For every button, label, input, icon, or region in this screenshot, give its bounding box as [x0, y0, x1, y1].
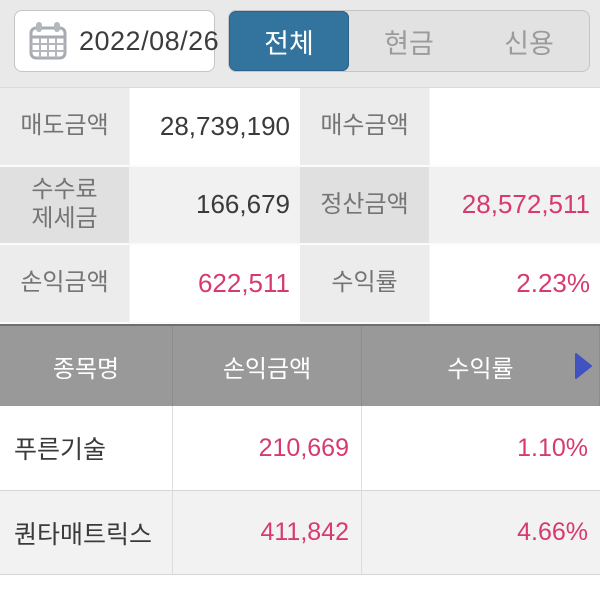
- toolbar: 2022/08/26 전체 현금 신용: [0, 0, 600, 88]
- value-buy-amount: [430, 88, 600, 167]
- label-fees-taxes: 수수료 제세금: [0, 166, 130, 246]
- date-value: 2022/08/26: [79, 25, 220, 56]
- stock-name: 푸른기술: [0, 406, 173, 490]
- chevron-right-icon[interactable]: [572, 351, 594, 381]
- table-row[interactable]: 퀀타매트릭스 411,842 4.66%: [0, 491, 600, 575]
- calendar-icon: [27, 20, 69, 62]
- account-filter-tabs: 전체 현금 신용: [228, 10, 590, 72]
- label-pnl-amount: 손익금액: [0, 245, 130, 324]
- label-sell-amount: 매도금액: [0, 88, 130, 167]
- value-sell-amount: 28,739,190: [130, 88, 300, 167]
- tab-credit[interactable]: 신용: [504, 28, 554, 59]
- tab-all[interactable]: 전체: [229, 11, 349, 71]
- stock-table-header: 종목명 손익금액 수익률: [0, 324, 600, 406]
- column-header-stock-name: 종목명: [0, 326, 173, 406]
- stock-name: 퀀타매트릭스: [0, 491, 173, 574]
- column-header-pnl: 손익금액: [173, 326, 362, 406]
- value-pnl-amount: 622,511: [130, 245, 300, 324]
- date-picker[interactable]: 2022/08/26: [14, 10, 219, 72]
- tab-cash[interactable]: 현금: [384, 28, 434, 59]
- value-fees-taxes: 166,679: [130, 166, 300, 246]
- table-row[interactable]: 푸른기술 210,669 1.10%: [0, 406, 600, 491]
- label-return-rate: 수익률: [300, 245, 430, 324]
- label-buy-amount: 매수금액: [300, 88, 430, 167]
- value-return-rate: 2.23%: [430, 245, 600, 324]
- stock-rate: 1.10%: [517, 433, 588, 462]
- column-header-rate: 수익률: [362, 326, 600, 406]
- stock-pnl: 411,842: [173, 491, 362, 574]
- stock-rate: 4.66%: [517, 518, 588, 546]
- label-settlement-amount: 정산금액: [300, 166, 430, 246]
- pnl-summary-table: 매도금액 28,739,190 매수금액 수수료 제세금 166,679 정산금…: [0, 88, 600, 324]
- stock-pnl: 210,669: [173, 406, 362, 490]
- value-settlement-amount: 28,572,511: [430, 166, 600, 246]
